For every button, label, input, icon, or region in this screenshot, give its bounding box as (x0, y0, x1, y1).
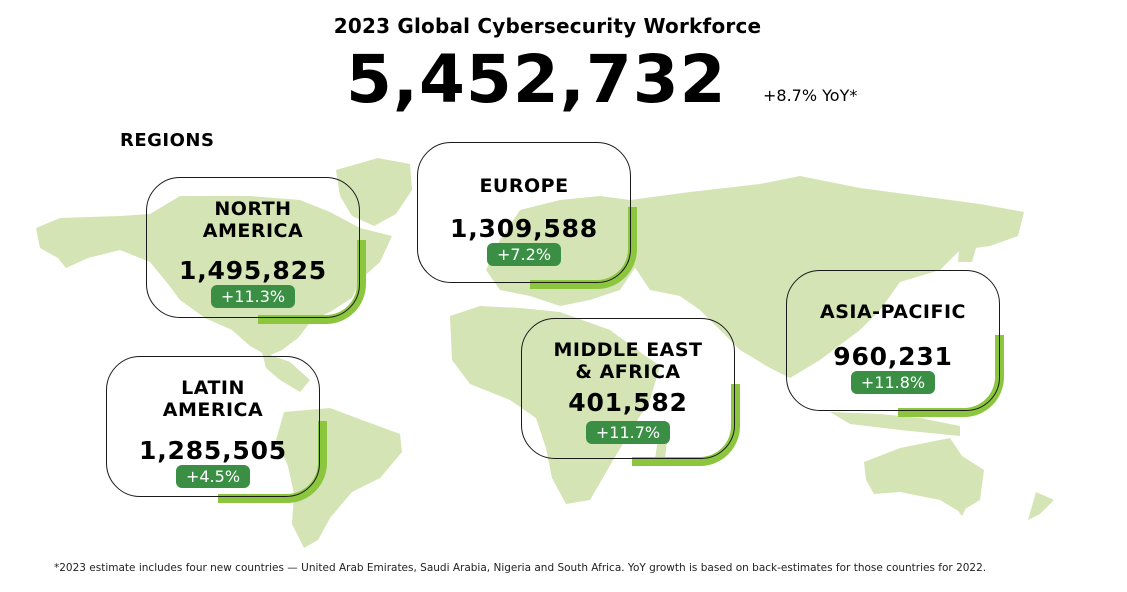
region-value: 1,285,505 (139, 436, 287, 465)
map-tasmania (956, 508, 966, 516)
growth-badge: +11.7% (585, 421, 671, 444)
total-yoy-growth: +8.7% YoY* (763, 86, 858, 105)
region-value: 1,495,825 (179, 256, 327, 285)
total-workforce: 5,452,732 (346, 41, 727, 118)
region-name: LATIN AMERICA (162, 377, 264, 421)
map-kamchatka (958, 234, 980, 262)
region-card-middle-east-africa: MIDDLE EAST & AFRICA 401,582 +11.7% (521, 318, 735, 459)
accent-bar-north-america (258, 240, 366, 324)
footnote: *2023 estimate includes four new countri… (54, 562, 987, 574)
region-name: EUROPE (479, 175, 569, 197)
growth-badge: +11.8% (850, 371, 936, 394)
region-card-asia-pacific: ASIA-PACIFIC 960,231 +11.8% (786, 270, 1000, 411)
growth-badge: +4.5% (175, 465, 251, 488)
map-indonesia (830, 412, 960, 436)
region-name: ASIA-PACIFIC (820, 301, 966, 323)
growth-badge: +7.2% (486, 243, 562, 266)
accent-bar-europe (530, 207, 637, 289)
map-asia (630, 176, 1024, 378)
region-name: MIDDLE EAST & AFRICA (553, 339, 703, 383)
map-australia (864, 438, 984, 512)
region-value: 401,582 (568, 388, 688, 417)
region-name: NORTH AMERICA (202, 198, 304, 242)
region-value: 960,231 (833, 342, 953, 371)
region-card-latin-america: LATIN AMERICA 1,285,505 +4.5% (106, 356, 320, 497)
region-card-north-america: NORTH AMERICA 1,495,825 +11.3% (146, 177, 360, 318)
page-title: 2023 Global Cybersecurity Workforce (333, 14, 762, 38)
growth-badge: +11.3% (210, 285, 296, 308)
accent-bar-middle-east-africa (632, 384, 740, 466)
map-new-zealand (1028, 492, 1054, 520)
region-card-europe: EUROPE 1,309,588 +7.2% (417, 142, 631, 283)
accent-bar-latin-america (218, 421, 327, 503)
map-africa (450, 306, 660, 504)
region-value: 1,309,588 (450, 214, 598, 243)
regions-heading: REGIONS (120, 130, 215, 151)
